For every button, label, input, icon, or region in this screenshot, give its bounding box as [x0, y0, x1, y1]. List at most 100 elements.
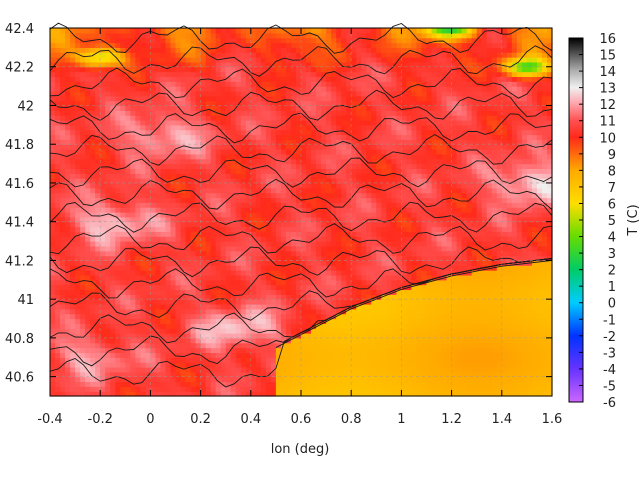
heat-cell — [366, 168, 372, 174]
heat-cell — [280, 381, 287, 387]
heat-cell — [105, 124, 111, 131]
heat-cell — [80, 139, 86, 145]
heat-cell — [55, 362, 61, 368]
heat-cell — [155, 158, 162, 165]
heat-cell — [180, 139, 187, 145]
heat-cell — [100, 313, 106, 320]
heat-cell — [336, 371, 342, 378]
heat-cell — [190, 187, 197, 194]
heat-cell — [170, 124, 177, 131]
heat-cell — [270, 352, 277, 358]
heat-cell — [155, 381, 162, 387]
heat-cell — [371, 221, 377, 228]
heat-cell — [245, 158, 252, 165]
heat-cell — [250, 57, 257, 63]
heat-cell — [225, 134, 232, 140]
heat-cell — [280, 304, 287, 310]
heat-cell — [280, 236, 287, 242]
heat-cell — [80, 207, 86, 213]
heat-cell — [200, 105, 207, 111]
heat-cell — [290, 304, 297, 310]
heat-cell — [155, 245, 162, 252]
heat-cell — [115, 279, 121, 286]
heat-cell — [210, 37, 217, 44]
heat-cell — [270, 37, 277, 44]
heat-cell — [75, 42, 81, 48]
heat-cell — [80, 352, 86, 358]
heat-cell — [145, 129, 151, 136]
heat-cell — [371, 212, 377, 218]
heat-cell — [270, 347, 277, 354]
heat-cell — [140, 158, 146, 165]
heat-cell — [185, 178, 192, 184]
heat-cell — [190, 236, 197, 242]
heat-cell — [50, 279, 56, 286]
heat-cell — [311, 90, 317, 97]
heat-cell — [265, 260, 272, 266]
heat-cell — [285, 207, 292, 213]
heat-cell — [170, 299, 177, 305]
heat-cell — [275, 265, 282, 271]
heat-cell — [290, 274, 297, 281]
heat-cell — [150, 124, 157, 131]
heat-cell — [366, 32, 372, 39]
heat-cell — [95, 52, 101, 58]
heat-cell — [205, 61, 212, 68]
heat-cell — [301, 144, 307, 150]
heat-cell — [160, 362, 167, 368]
heat-cell — [265, 42, 272, 48]
heat-cell — [195, 250, 202, 257]
heat-cell — [200, 366, 207, 373]
heat-cell — [100, 178, 106, 184]
heat-cell — [245, 52, 252, 58]
heat-cell — [225, 144, 232, 150]
heat-cell — [150, 37, 157, 44]
heat-cell — [100, 241, 106, 247]
heat-cell — [260, 333, 267, 339]
heat-cell — [55, 337, 61, 344]
heat-cell — [301, 323, 307, 329]
heat-cell — [120, 342, 126, 349]
heat-cell — [115, 139, 121, 145]
heat-cell — [290, 120, 297, 126]
heat-cell — [240, 100, 247, 107]
heat-cell — [210, 318, 217, 324]
heat-cell — [150, 187, 157, 194]
heat-cell — [366, 366, 372, 373]
heat-cell — [366, 115, 372, 121]
heat-cell — [265, 90, 272, 97]
heat-cell — [265, 134, 272, 140]
heat-cell — [70, 57, 76, 63]
heat-cell — [75, 260, 81, 266]
heat-cell — [110, 284, 116, 291]
heat-cell — [265, 318, 272, 324]
heat-cell — [371, 362, 377, 368]
heat-cell — [110, 144, 116, 150]
heat-cell — [351, 274, 357, 281]
heat-cell — [351, 42, 357, 48]
heat-cell — [280, 357, 287, 363]
heat-cell — [85, 337, 91, 344]
heat-cell — [60, 120, 66, 126]
heat-cell — [130, 255, 136, 262]
heat-cell — [105, 347, 111, 354]
heat-cell — [250, 168, 257, 174]
heat-cell — [371, 352, 377, 358]
heat-cell — [55, 313, 61, 320]
heat-cell — [195, 197, 202, 203]
heat-cell — [331, 52, 337, 58]
heat-cell — [336, 391, 342, 397]
heat-cell — [185, 76, 192, 82]
heat-cell — [55, 158, 61, 165]
heat-cell — [155, 226, 162, 232]
heat-cell — [285, 265, 292, 271]
heat-cell — [120, 376, 126, 383]
heat-cell — [366, 207, 372, 213]
heat-cell — [50, 76, 56, 82]
heat-cell — [306, 32, 312, 39]
heat-cell — [75, 61, 81, 68]
heat-cell — [321, 207, 327, 213]
heat-cell — [376, 226, 382, 232]
heat-cell — [376, 245, 382, 252]
heat-cell — [235, 173, 242, 179]
